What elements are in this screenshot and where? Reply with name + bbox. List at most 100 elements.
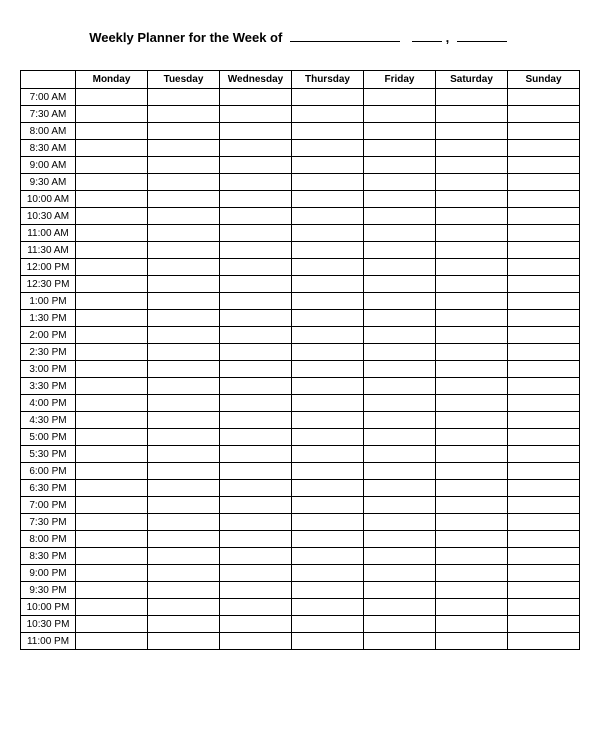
planner-cell: [76, 259, 148, 276]
planner-cell: [220, 140, 292, 157]
planner-cell: [220, 174, 292, 191]
planner-cell: [436, 259, 508, 276]
time-label: 5:30 PM: [21, 446, 76, 463]
planner-cell: [148, 276, 220, 293]
planner-cell: [148, 463, 220, 480]
planner-cell: [220, 480, 292, 497]
planner-cell: [220, 446, 292, 463]
time-label: 6:00 PM: [21, 463, 76, 480]
time-label: 3:30 PM: [21, 378, 76, 395]
planner-cell: [508, 633, 580, 650]
planner-cell: [76, 514, 148, 531]
col-header-sunday: Sunday: [508, 71, 580, 89]
planner-cell: [220, 310, 292, 327]
planner-cell: [364, 310, 436, 327]
time-label: 5:00 PM: [21, 429, 76, 446]
planner-cell: [76, 208, 148, 225]
planner-cell: [148, 140, 220, 157]
time-label: 8:00 AM: [21, 123, 76, 140]
planner-cell: [436, 412, 508, 429]
planner-cell: [508, 276, 580, 293]
planner-cell: [76, 106, 148, 123]
planner-cell: [148, 174, 220, 191]
table-row: 7:30 PM: [21, 514, 580, 531]
planner-cell: [508, 174, 580, 191]
planner-cell: [436, 225, 508, 242]
date-blank-month: [290, 41, 400, 42]
planner-cell: [148, 157, 220, 174]
title-text: Weekly Planner for the Week of: [89, 30, 282, 45]
table-row: 11:00 AM: [21, 225, 580, 242]
time-label: 2:00 PM: [21, 327, 76, 344]
table-row: 6:00 PM: [21, 463, 580, 480]
time-label: 7:00 PM: [21, 497, 76, 514]
table-row: 1:00 PM: [21, 293, 580, 310]
planner-cell: [220, 327, 292, 344]
planner-cell: [148, 548, 220, 565]
planner-cell: [76, 378, 148, 395]
time-label: 9:30 AM: [21, 174, 76, 191]
planner-cell: [436, 582, 508, 599]
planner-cell: [436, 361, 508, 378]
planner-cell: [220, 123, 292, 140]
planner-cell: [508, 548, 580, 565]
planner-cell: [364, 174, 436, 191]
table-row: 8:00 AM: [21, 123, 580, 140]
planner-cell: [364, 429, 436, 446]
col-header-wednesday: Wednesday: [220, 71, 292, 89]
planner-cell: [220, 276, 292, 293]
planner-cell: [364, 480, 436, 497]
planner-cell: [292, 395, 364, 412]
planner-cell: [76, 174, 148, 191]
table-row: 4:00 PM: [21, 395, 580, 412]
planner-cell: [292, 514, 364, 531]
planner-cell: [76, 310, 148, 327]
planner-cell: [148, 361, 220, 378]
planner-cell: [292, 174, 364, 191]
table-row: 5:00 PM: [21, 429, 580, 446]
time-label: 8:00 PM: [21, 531, 76, 548]
planner-cell: [76, 242, 148, 259]
time-label: 10:00 AM: [21, 191, 76, 208]
planner-cell: [148, 191, 220, 208]
planner-cell: [148, 497, 220, 514]
planner-cell: [508, 480, 580, 497]
planner-cell: [436, 242, 508, 259]
planner-cell: [220, 157, 292, 174]
planner-cell: [292, 616, 364, 633]
planner-cell: [220, 531, 292, 548]
planner-cell: [76, 361, 148, 378]
date-blank-day: [412, 41, 442, 42]
table-row: 8:30 AM: [21, 140, 580, 157]
table-row: 12:30 PM: [21, 276, 580, 293]
planner-cell: [292, 310, 364, 327]
planner-cell: [436, 276, 508, 293]
planner-cell: [364, 106, 436, 123]
planner-cell: [220, 412, 292, 429]
planner-cell: [76, 582, 148, 599]
planner-cell: [292, 208, 364, 225]
table-row: 7:30 AM: [21, 106, 580, 123]
planner-cell: [436, 378, 508, 395]
planner-cell: [220, 242, 292, 259]
planner-cell: [220, 378, 292, 395]
planner-cell: [148, 616, 220, 633]
planner-cell: [364, 225, 436, 242]
planner-cell: [436, 497, 508, 514]
planner-cell: [364, 208, 436, 225]
planner-cell: [436, 293, 508, 310]
time-label: 10:30 AM: [21, 208, 76, 225]
planner-cell: [220, 463, 292, 480]
planner-cell: [364, 123, 436, 140]
planner-cell: [436, 157, 508, 174]
time-label: 10:00 PM: [21, 599, 76, 616]
table-row: 8:00 PM: [21, 531, 580, 548]
table-row: 11:00 PM: [21, 633, 580, 650]
planner-cell: [364, 599, 436, 616]
planner-cell: [76, 412, 148, 429]
planner-cell: [508, 463, 580, 480]
planner-cell: [220, 582, 292, 599]
planner-cell: [220, 548, 292, 565]
planner-cell: [220, 361, 292, 378]
planner-cell: [508, 412, 580, 429]
